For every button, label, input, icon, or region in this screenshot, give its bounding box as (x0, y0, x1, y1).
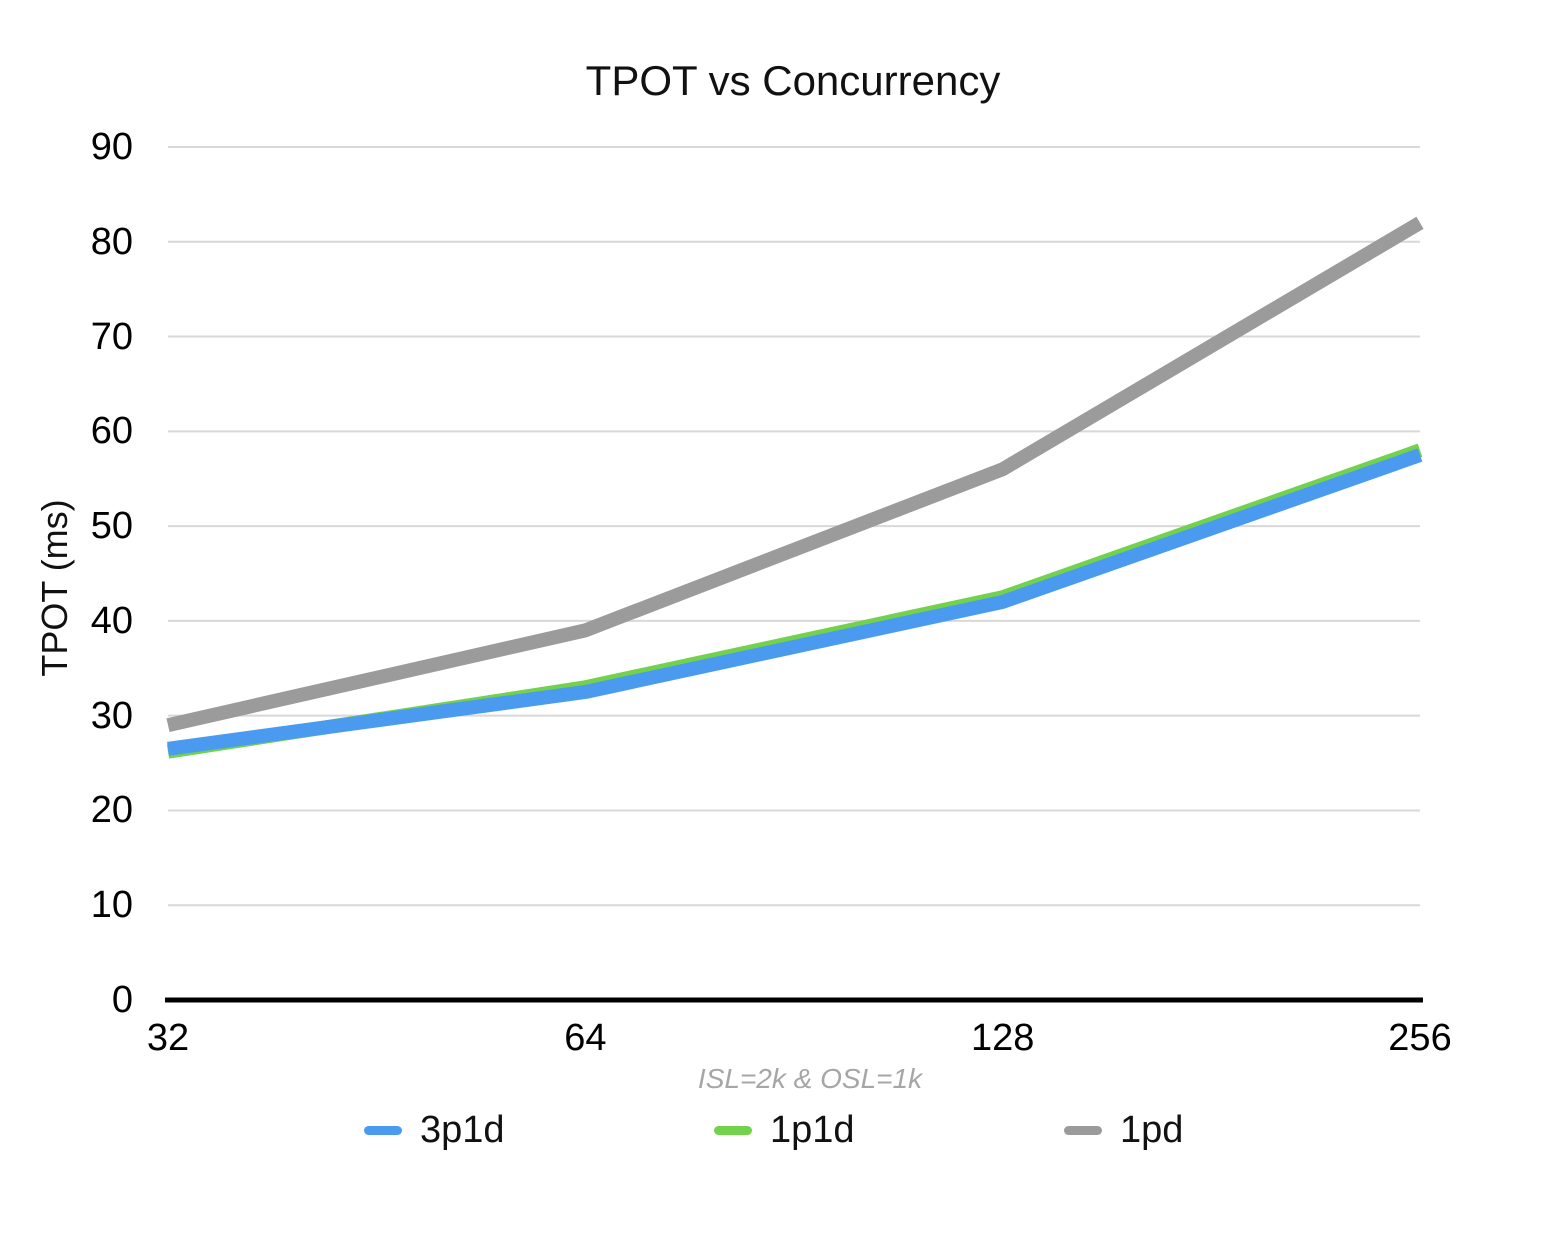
legend-label-1p1d: 1p1d (770, 1109, 855, 1151)
legend-swatch-1pd (1064, 1125, 1102, 1135)
y-tick-label: 60 (90, 410, 133, 453)
series-line-1pd (166, 216, 1424, 732)
legend-item-1pd: 1pd (1064, 1108, 1183, 1152)
series-line-1p1d (166, 443, 1423, 759)
y-tick-label: 20 (90, 789, 133, 832)
legend-label-3p1d: 3p1d (420, 1109, 505, 1151)
x-tick-label: 128 (970, 1017, 1035, 1059)
y-axis-tick-labels: 0 10 20 30 40 50 60 70 80 90 (0, 0, 133, 1242)
x-axis-note: ISL=2k & OSL=1k (697, 1063, 923, 1094)
legend-item-1p1d: 1p1d (714, 1108, 855, 1152)
x-tick-label: 256 (1388, 1017, 1452, 1059)
y-tick-label: 0 (111, 979, 133, 1021)
chart-title: TPOT vs Concurrency (585, 57, 1001, 104)
legend-swatch-3p1d (364, 1125, 402, 1135)
y-tick-label: 50 (90, 505, 133, 548)
y-tick-label: 70 (90, 315, 133, 358)
legend-label-1pd: 1pd (1120, 1109, 1184, 1151)
x-tick-label: 32 (146, 1017, 190, 1059)
legend-item-3p1d: 3p1d (364, 1108, 505, 1152)
y-tick-label: 80 (90, 220, 133, 263)
y-tick-label: 10 (90, 884, 133, 927)
y-tick-label: 90 (90, 126, 133, 168)
legend-swatch-1p1d (714, 1125, 752, 1135)
x-tick-label: 64 (564, 1017, 607, 1059)
series-line-3p1d (167, 448, 1423, 756)
y-tick-label: 30 (90, 694, 133, 737)
y-tick-label: 40 (90, 599, 133, 642)
